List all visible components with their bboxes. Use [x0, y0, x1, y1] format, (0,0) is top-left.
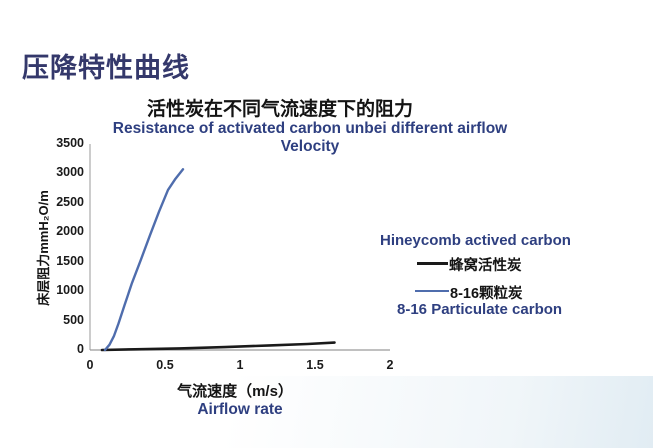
slide-title: 压降特性曲线 [22, 53, 190, 83]
x-tick-label: 1 [236, 358, 244, 372]
x-tick-label: 1.5 [306, 358, 324, 372]
y-tick-label: 2000 [56, 224, 84, 239]
x-axis-label-zh: 气流速度（m/s） [177, 383, 293, 400]
legend-honeycomb-zh: 蜂窝活性炭 [449, 258, 522, 274]
y-tick-label: 3500 [56, 136, 84, 150]
y-tick-label: 2500 [56, 194, 84, 209]
y-tick-label: 1000 [56, 283, 84, 298]
y-tick-label: 500 [63, 312, 84, 327]
y-tick-label: 1500 [56, 253, 84, 268]
curve-series-1 [103, 168, 185, 352]
legend-honeycomb-en: Hineycomb actived carbon [380, 232, 571, 249]
legend-particulate-en: 8-16 Particulate carbon [397, 301, 563, 318]
curve-series-0 [100, 341, 336, 352]
chart-subtitle: Resistance of activated carbon unbei dif… [112, 120, 508, 155]
legend-swatch-honeycomb [417, 262, 448, 265]
x-axis-label-en: Airflow rate [197, 401, 283, 418]
x-tick-label: 2 [386, 358, 394, 372]
chart-title: 活性炭在不同气流速度下的阻力 [146, 99, 413, 120]
legend-particulate-zh: 8-16颗粒炭 [450, 286, 523, 302]
legend-swatch-particulate [415, 290, 449, 292]
x-tick-label: 0 [86, 358, 94, 372]
x-tick-label: 0.5 [156, 358, 174, 372]
y-tick-label: 3000 [56, 165, 84, 180]
y-tick-label: 0 [77, 342, 84, 356]
